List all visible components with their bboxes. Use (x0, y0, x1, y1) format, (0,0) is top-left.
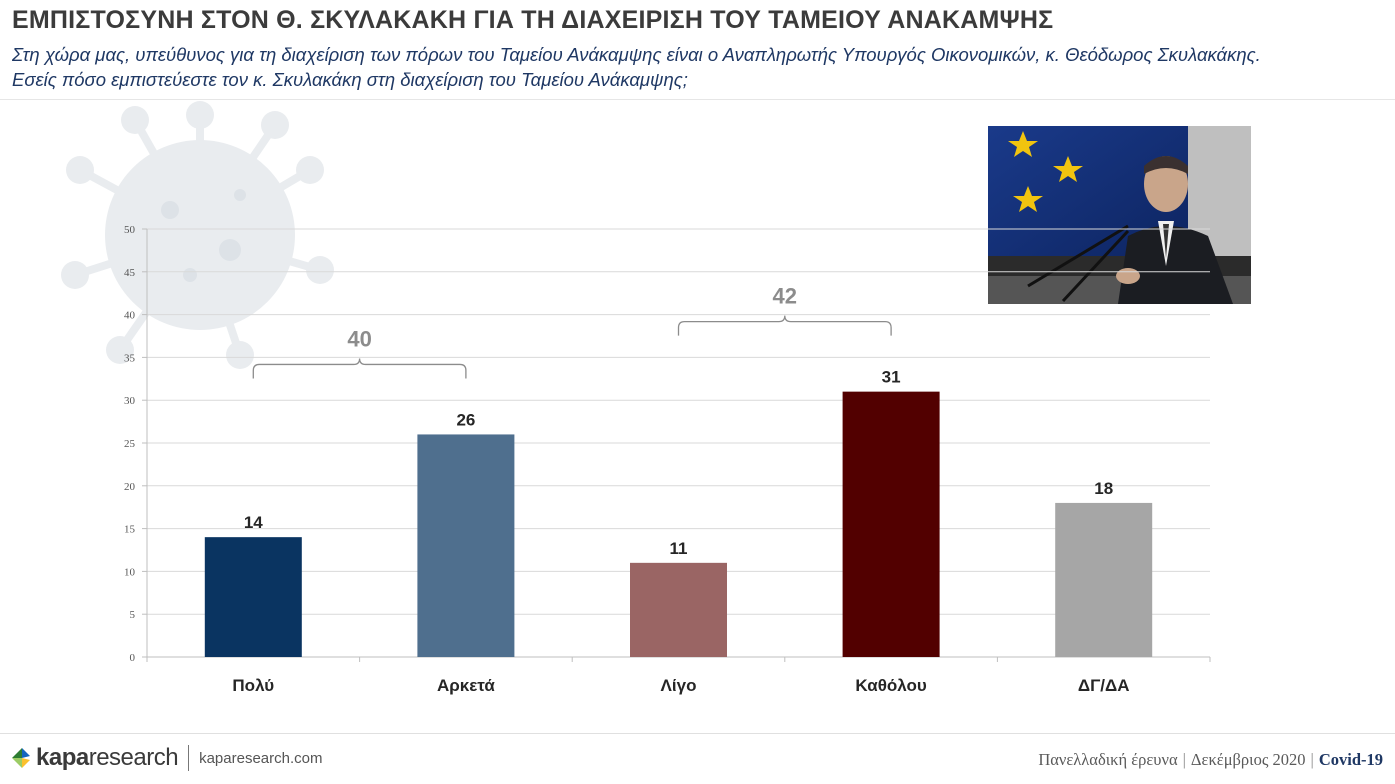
chart-gridlines (147, 228, 1210, 615)
footer-divider (0, 733, 1395, 734)
y-tick-label: 25 (124, 438, 136, 450)
group-bracket-2 (677, 315, 892, 336)
y-tick-label: 10 (124, 566, 136, 578)
y-axis: 0 5 10 15 20 25 30 35 40 45 50 (124, 224, 148, 664)
bar-5 (1055, 502, 1153, 657)
group-total-label: 42 (773, 284, 797, 309)
minister-photo (988, 126, 1251, 304)
y-tick-label: 40 (124, 310, 136, 322)
bar-3 (630, 562, 727, 657)
x-axis: Πολύ Αρκετά Λίγο Καθόλου ΔΓ/ΔΑ (146, 656, 1211, 695)
brand-wordmark: kaparesearch (36, 744, 179, 772)
x-tick-label: ΔΓ/ΔΑ (1078, 676, 1130, 695)
y-tick-label: 5 (130, 609, 136, 621)
page-title: ΕΜΠΙΣΤΟΣΥΝΗ ΣΤΟΝ Θ. ΣΚΥΛΑΚΑΚΗ ΓΙΑ ΤΗ ΔΙΑ… (12, 6, 1054, 34)
virus-watermark-icon (61, 101, 334, 369)
brand-light: research (88, 744, 179, 771)
x-tick-label: Πολύ (232, 676, 274, 695)
group-total-label: 40 (347, 326, 371, 351)
footer-survey: Πανελλαδική έρευνα (1038, 750, 1178, 769)
subtitle-line-2: Εσείς πόσο εμπιστεύεστε τον κ. Σκυλακάκη… (12, 69, 688, 90)
y-tick-label: 30 (124, 395, 136, 407)
data-label: 11 (670, 539, 688, 558)
data-label: 14 (244, 513, 263, 532)
footer-info: Πανελλαδική έρευνα | Δεκέμβριος 2020 | Covid… (1038, 750, 1383, 770)
y-tick-label: 15 (124, 524, 136, 536)
brand-strong: kapa (36, 744, 89, 771)
footer-topic: Covid-19 (1318, 750, 1383, 769)
chart-bars: 14 26 11 31 18 (204, 368, 1153, 657)
bar-4 (842, 391, 940, 657)
group-brackets: 40 42 (252, 284, 892, 379)
x-tick-label: Λίγο (661, 676, 697, 695)
footer-separator-2: | (1310, 750, 1314, 769)
group-bracket-1 (252, 358, 467, 379)
x-tick-label: Αρκετά (437, 676, 495, 695)
y-tick-label: 45 (124, 267, 136, 279)
kapa-logo-icon (12, 748, 30, 768)
y-tick-label: 50 (124, 224, 136, 236)
data-label: 18 (1094, 479, 1113, 498)
x-tick-label: Καθόλου (855, 676, 927, 695)
y-tick-label: 20 (124, 481, 136, 493)
bar-1 (204, 537, 302, 657)
footer-separator-1: | (1182, 750, 1186, 769)
brand-website: kaparesearch.com (199, 749, 323, 767)
y-tick-label: 0 (130, 652, 136, 664)
page-subtitle: Στη χώρα μας, υπεύθυνος για τη διαχείρισ… (12, 42, 1261, 92)
header-divider (0, 99, 1395, 100)
bar-2 (417, 434, 515, 657)
brand-separator (188, 745, 190, 771)
footer-date: Δεκέμβριος 2020 (1190, 750, 1306, 769)
data-label: 31 (882, 368, 901, 387)
y-tick-label: 35 (124, 352, 136, 364)
subtitle-line-1: Στη χώρα μας, υπεύθυνος για τη διαχείρισ… (12, 44, 1261, 65)
footer-brand: kaparesearch kaparesearch.com (10, 744, 322, 772)
bar-chart: 0 5 10 15 20 25 30 35 40 45 50 Πολύ Αρκετά Λίγο Καθόλ… (124, 224, 1211, 695)
data-label: 26 (456, 410, 475, 429)
